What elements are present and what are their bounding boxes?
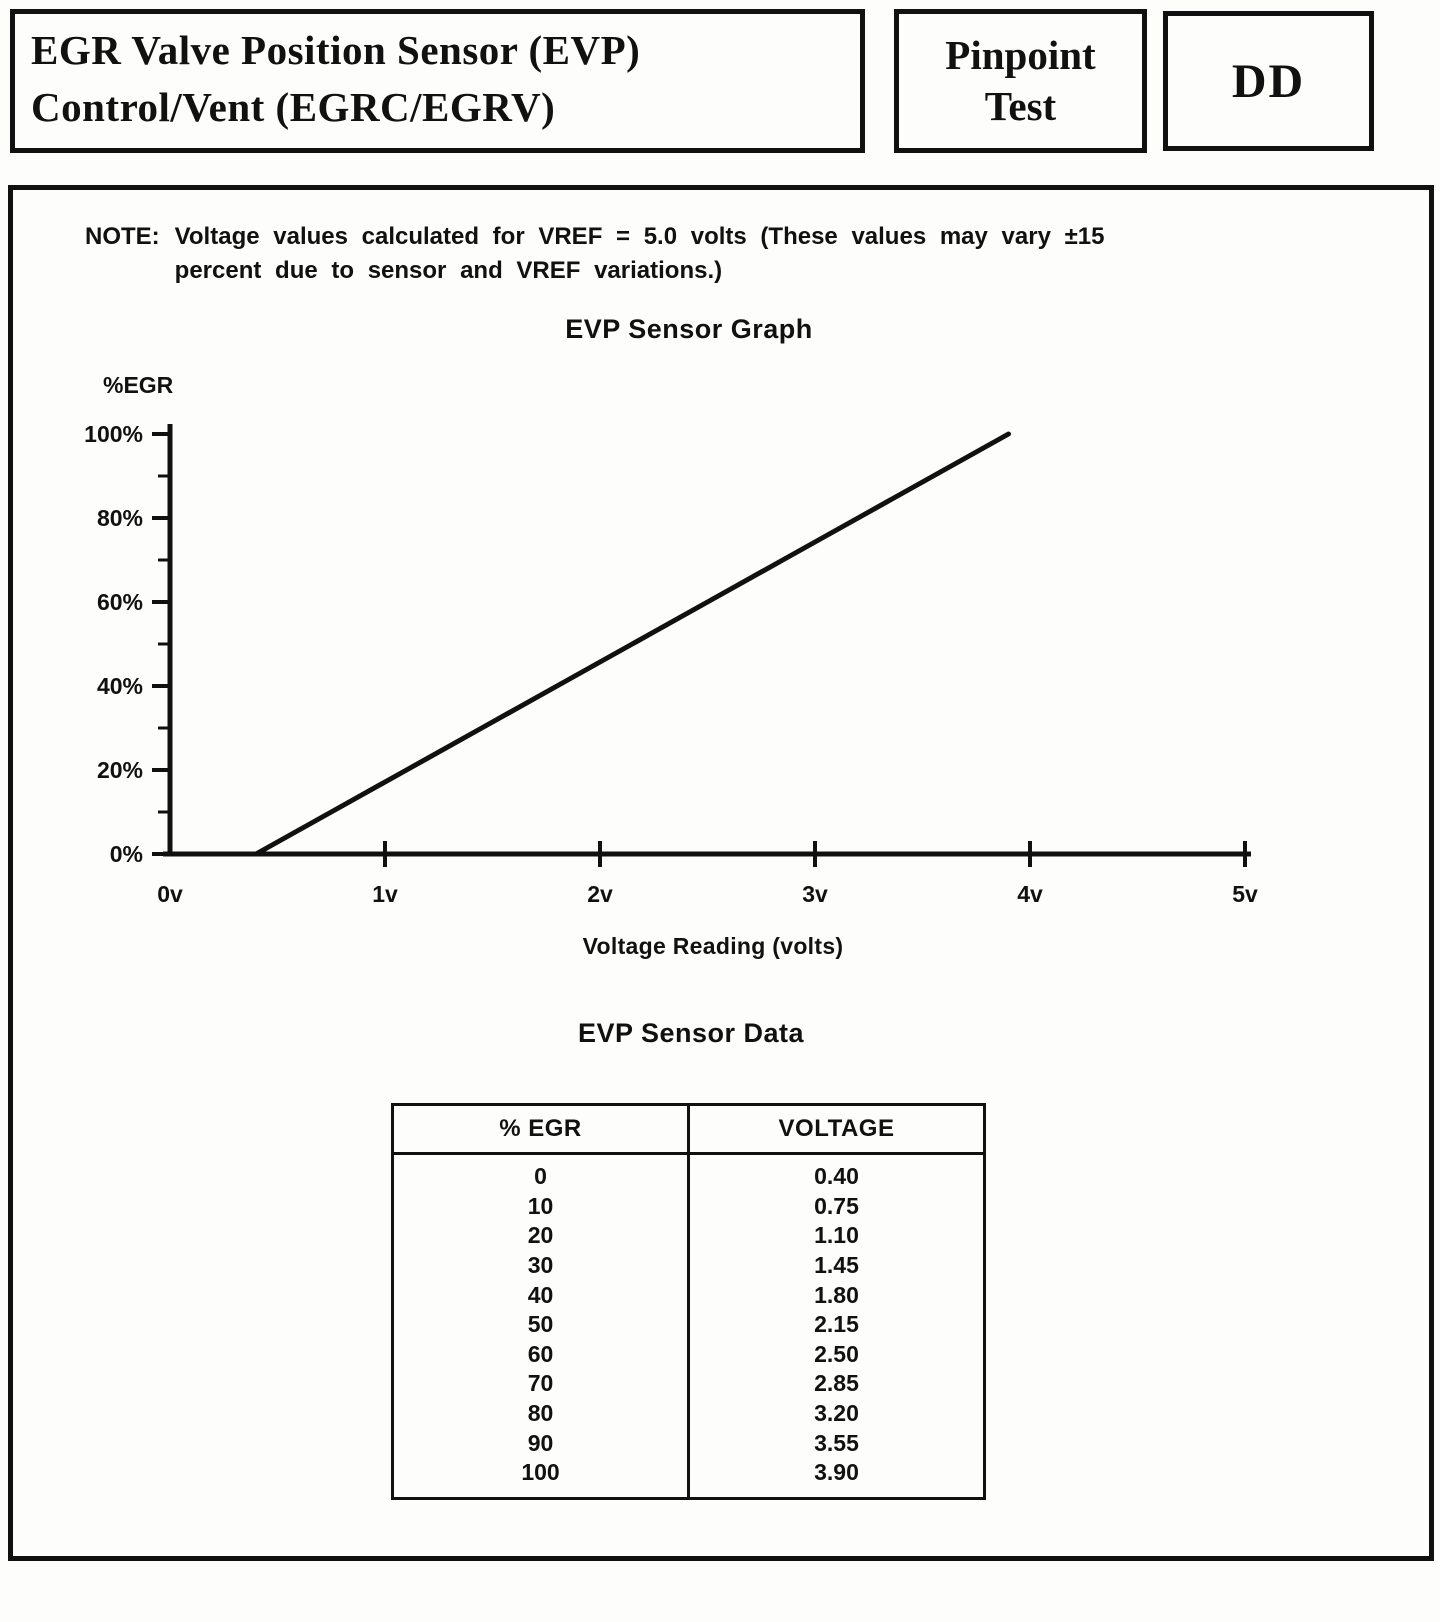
page-title-line-2: Control/Vent (EGRC/EGRV) bbox=[31, 83, 556, 130]
egr-cell: 80 bbox=[392, 1398, 690, 1429]
x-tick-label: 2v bbox=[587, 881, 613, 907]
table-header-row: % EGR VOLTAGE bbox=[392, 1104, 985, 1156]
voltage-cell: 0.40 bbox=[814, 1163, 859, 1190]
evp-sensor-graph-svg: %EGR 0% 20% 40% 60% 80% 100% 0v 1v 2v 3v 4v 5v bbox=[84, 372, 1258, 907]
table-row: 90 3.55 bbox=[392, 1428, 985, 1459]
voltage-cell: 3.90 bbox=[814, 1459, 859, 1486]
egr-column-header: % EGR bbox=[392, 1104, 690, 1156]
table-row: 70 2.85 bbox=[392, 1369, 985, 1399]
chart-title: EVP Sensor Graph bbox=[565, 314, 813, 345]
pinpoint-test-label-line-1: Pinpoint bbox=[945, 31, 1096, 78]
voltage-cell: 3.20 bbox=[814, 1399, 859, 1426]
voltage-cell: 1.45 bbox=[814, 1251, 859, 1278]
table-row: 40 1.80 bbox=[392, 1280, 985, 1311]
x-tick-label: 0v bbox=[157, 881, 183, 907]
note-line-2: percent due to sensor and VREF variation… bbox=[174, 257, 723, 285]
egr-cell: 40 bbox=[392, 1280, 690, 1311]
voltage-cell: 1.10 bbox=[814, 1222, 859, 1249]
table-row: 100 3.90 bbox=[392, 1458, 985, 1499]
note-line-1: Voltage values calculated for VREF = 5.0… bbox=[174, 223, 1105, 250]
header-row: EGR Valve Position Sensor (EVP) Control/… bbox=[0, 0, 1440, 153]
x-tick-label: 5v bbox=[1232, 881, 1258, 907]
x-tick-label: 1v bbox=[372, 881, 398, 907]
egr-cell: 100 bbox=[392, 1458, 690, 1499]
egr-cell: 10 bbox=[392, 1191, 690, 1222]
test-code-box: DD bbox=[1163, 11, 1374, 151]
page-title-line-1: EGR Valve Position Sensor (EVP) bbox=[31, 27, 641, 73]
test-code: DD bbox=[1231, 54, 1306, 108]
voltage-cell: 0.75 bbox=[814, 1192, 859, 1219]
y-tick-label: 20% bbox=[97, 757, 143, 783]
egr-cell: 60 bbox=[392, 1339, 690, 1370]
pinpoint-test-label-line-2: Test bbox=[984, 83, 1057, 129]
egr-cell: 0 bbox=[392, 1153, 690, 1192]
egr-cell: 20 bbox=[392, 1221, 690, 1251]
note-label: NOTE: bbox=[85, 223, 160, 250]
y-tick-label: 40% bbox=[97, 673, 143, 699]
y-tick-label: 80% bbox=[97, 505, 143, 531]
table-row: 20 1.10 bbox=[392, 1221, 985, 1251]
voltage-cell: 2.15 bbox=[814, 1311, 859, 1338]
y-tick-label: 0% bbox=[110, 841, 143, 867]
title-box: EGR Valve Position Sensor (EVP) Control/… bbox=[10, 9, 865, 153]
note-text: Voltage values calculated for VREF = 5.0… bbox=[175, 220, 1105, 288]
voltage-cell: 2.50 bbox=[814, 1340, 859, 1367]
table-row: 80 3.20 bbox=[392, 1398, 985, 1429]
evp-data-table-body: 0 0.40 10 0.75 20 1.10 30 1.45 40 1.80 50 2.15 60 2.5… bbox=[392, 1153, 985, 1499]
voltage-cell: 1.80 bbox=[814, 1281, 859, 1308]
y-axis-title: %EGR bbox=[103, 372, 174, 398]
voltage-cell: 2.85 bbox=[814, 1370, 859, 1397]
egr-cell: 50 bbox=[392, 1310, 690, 1340]
x-axis-title: Voltage Reading (volts) bbox=[582, 933, 844, 960]
table-row: 50 2.15 bbox=[392, 1310, 985, 1340]
table-title: EVP Sensor Data bbox=[577, 1018, 805, 1049]
main-panel: NOTE: Voltage values calculated for VREF… bbox=[8, 185, 1434, 1561]
pinpoint-test-box: Pinpoint Test bbox=[894, 9, 1147, 153]
table-row: 10 0.75 bbox=[392, 1191, 985, 1222]
x-tick-label: 3v bbox=[802, 881, 828, 907]
y-tick-label: 100% bbox=[84, 421, 143, 447]
evp-data-table: % EGR VOLTAGE 0 0.40 10 0.75 20 1.10 30 1.45 40 1… bbox=[391, 1103, 986, 1500]
y-tick-label: 60% bbox=[97, 589, 143, 615]
x-tick-label: 4v bbox=[1017, 881, 1043, 907]
voltage-column-header: VOLTAGE bbox=[688, 1104, 985, 1156]
egr-cell: 70 bbox=[392, 1369, 690, 1399]
table-row: 30 1.45 bbox=[392, 1250, 985, 1281]
egr-cell: 30 bbox=[392, 1250, 690, 1281]
note: NOTE: Voltage values calculated for VREF… bbox=[85, 220, 1409, 288]
egr-cell: 90 bbox=[392, 1428, 690, 1459]
voltage-cell: 3.55 bbox=[814, 1429, 859, 1456]
table-row: 0 0.40 bbox=[392, 1153, 985, 1192]
table-row: 60 2.50 bbox=[392, 1339, 985, 1370]
sensor-response-line bbox=[253, 431, 1011, 857]
